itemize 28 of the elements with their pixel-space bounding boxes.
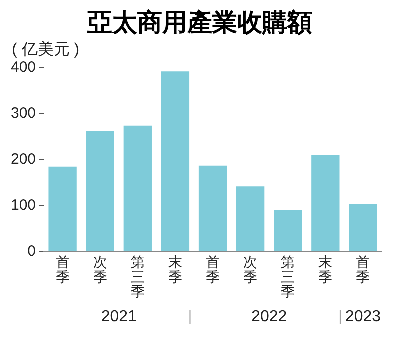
x-tick-label: 第三季 bbox=[281, 254, 296, 300]
y-axis-title: ( 亿美元 ) bbox=[12, 40, 80, 58]
text: 2023 bbox=[345, 308, 382, 326]
x-tick-label: 末季 bbox=[168, 254, 182, 285]
bar bbox=[274, 210, 302, 252]
x-tick-label: 首季 bbox=[356, 254, 370, 285]
text: 2021 bbox=[101, 308, 138, 326]
x-tick-label: 首季 bbox=[206, 254, 220, 285]
chart-title: 亞太商用產業收購額 bbox=[86, 8, 314, 38]
bar bbox=[236, 186, 265, 252]
text: 2022 bbox=[252, 308, 288, 326]
bar bbox=[349, 204, 378, 252]
x-tick-label: 次季 bbox=[93, 254, 108, 285]
x-tick-label: 末季 bbox=[318, 254, 333, 285]
bar bbox=[161, 72, 190, 252]
bar bbox=[124, 126, 152, 252]
y-tick-label: 400 bbox=[10, 59, 36, 76]
y-tick-label: 300 bbox=[10, 105, 36, 122]
bar bbox=[48, 166, 77, 252]
y-tick-label: 0 bbox=[28, 243, 36, 260]
x-tick-label: 次季 bbox=[244, 254, 258, 285]
y-tick-label: 100 bbox=[10, 197, 36, 214]
bar bbox=[198, 166, 228, 252]
y-tick-label: 200 bbox=[10, 151, 36, 168]
x-tick-label: 第三季 bbox=[130, 254, 145, 300]
bar bbox=[312, 155, 340, 252]
x-tick-label: 首季 bbox=[56, 254, 70, 285]
bar bbox=[86, 131, 114, 252]
